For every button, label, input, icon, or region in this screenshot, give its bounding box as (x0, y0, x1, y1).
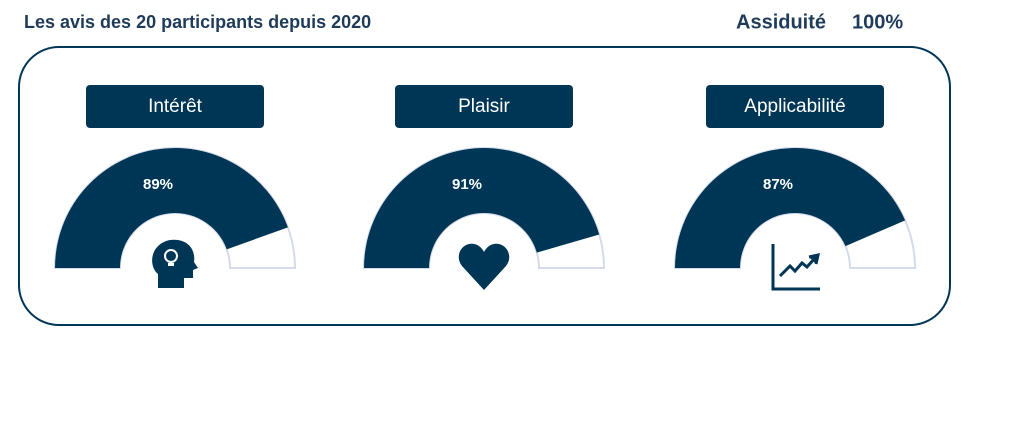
title-box (86, 85, 264, 128)
gauge-fill (364, 148, 600, 268)
value-label: 89% (143, 176, 173, 193)
value-label: 91% (452, 176, 482, 193)
gauge-fill (55, 147, 288, 268)
title-box (395, 85, 573, 128)
gauge-title: Applicabilité (744, 96, 845, 117)
gauge-title: Plaisir (458, 96, 510, 117)
title: Les avis des 20 participants depuis 2020 (24, 12, 371, 32)
head-icon (152, 239, 198, 288)
gauges: Intérêt 89% Plaisir 91% Applicabilité 87% (53, 85, 917, 269)
attendance-label: Assiduité (736, 11, 826, 33)
attendance-value: 100% (852, 11, 903, 33)
value-label: 87% (763, 176, 793, 193)
chart-icon (771, 244, 820, 291)
heart-icon (458, 243, 510, 290)
title-box (706, 85, 884, 128)
gauge-fill (675, 148, 906, 268)
gauge-title: Intérêt (148, 96, 203, 117)
panel (18, 46, 951, 326)
